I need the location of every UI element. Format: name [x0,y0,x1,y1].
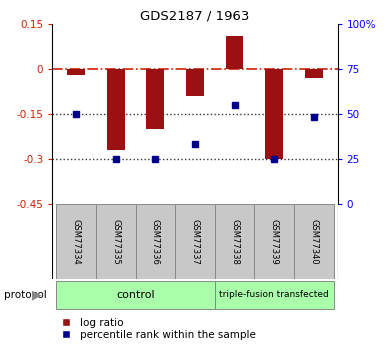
Text: triple-fusion transfected: triple-fusion transfected [219,290,329,299]
Bar [135,204,175,279]
Text: ▶: ▶ [32,288,42,302]
Text: GSM77339: GSM77339 [270,219,279,264]
Bar [215,204,255,279]
Bar [226,36,244,69]
Bar [255,204,294,279]
Text: GSM77336: GSM77336 [151,219,160,264]
Text: GSM77337: GSM77337 [191,219,199,264]
Bar [56,204,96,279]
Bar [175,204,215,279]
Legend: log ratio, percentile rank within the sample: log ratio, percentile rank within the sa… [55,318,255,340]
Bar [186,69,204,96]
Bar [67,69,85,75]
Bar [265,69,283,159]
Bar [215,281,334,309]
Text: GSM77334: GSM77334 [72,219,81,264]
Text: protocol: protocol [4,290,47,300]
Title: GDS2187 / 1963: GDS2187 / 1963 [140,10,249,23]
Bar [56,281,215,309]
Bar [146,69,164,129]
Bar [294,204,334,279]
Text: GSM77340: GSM77340 [309,219,318,264]
Text: GSM77335: GSM77335 [111,219,120,264]
Bar [96,204,135,279]
Text: control: control [116,290,155,300]
Bar [305,69,323,78]
Bar [107,69,125,150]
Text: GSM77338: GSM77338 [230,219,239,264]
